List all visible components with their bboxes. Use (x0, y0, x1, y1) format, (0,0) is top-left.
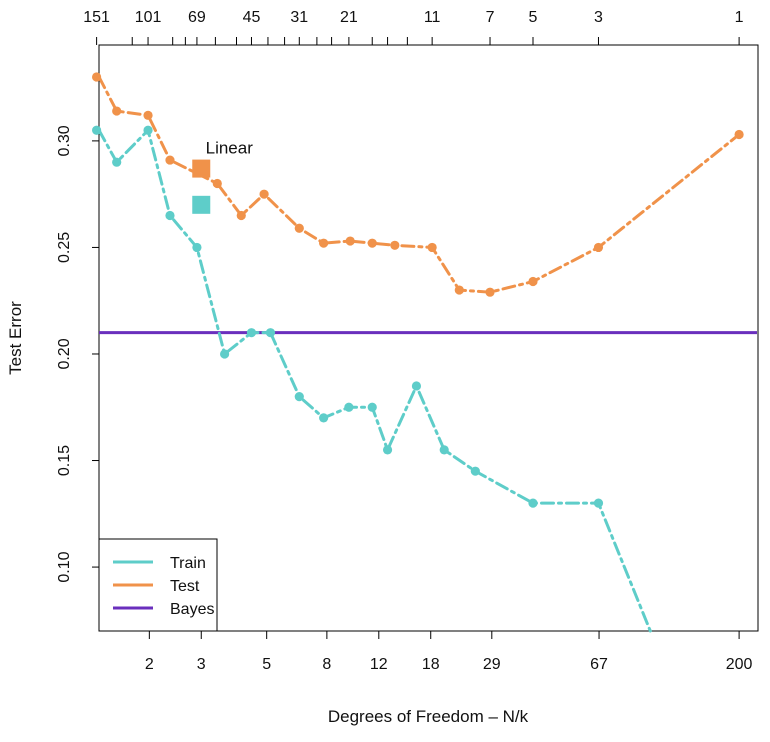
test-point (319, 238, 329, 248)
y-tick-label: 0.15 (56, 445, 73, 476)
linear-test-marker (192, 159, 211, 178)
train-point (528, 498, 538, 508)
train-point (411, 381, 422, 391)
train-point (319, 413, 329, 423)
top-tick-label: 3 (594, 9, 603, 26)
top-tick-label: 69 (188, 9, 206, 26)
train-point (220, 349, 230, 359)
train-point (112, 157, 122, 167)
test-point (345, 236, 355, 246)
test-point (165, 155, 175, 165)
x-tick-label: 200 (726, 656, 753, 673)
test-point (212, 178, 222, 189)
x-tick-label: 67 (590, 656, 608, 673)
train-point (294, 392, 304, 402)
legend: Train Test Bayes (98, 538, 218, 632)
y-tick-label: 0.10 (56, 551, 73, 582)
top-axis: 151 101 69 45 31 21 11 7 5 3 1 (83, 9, 744, 45)
test-point (294, 223, 304, 233)
bottom-axis: 2 3 5 8 12 18 29 67 200 (145, 631, 753, 673)
top-tick-label: 7 (486, 9, 495, 26)
top-tick-label: 11 (424, 9, 441, 26)
test-point (734, 129, 744, 140)
linear-train-marker (192, 195, 211, 214)
train-point (344, 402, 354, 412)
train-point (439, 445, 449, 455)
train-point (92, 125, 102, 135)
test-point (454, 285, 464, 295)
train-point (143, 125, 153, 135)
test-point (427, 242, 437, 253)
train-point (246, 328, 257, 338)
left-axis: 0.10 0.15 0.20 0.25 0.30 (56, 125, 99, 583)
test-point (112, 106, 122, 116)
test-point (593, 242, 604, 253)
plot-frame (98, 44, 759, 632)
x-tick-label: 18 (422, 656, 440, 673)
x-tick-label: 2 (145, 656, 154, 673)
x-tick-label: 3 (197, 656, 206, 673)
x-tick-label: 5 (262, 656, 271, 673)
x-tick-label: 8 (322, 656, 331, 673)
train-point (192, 242, 202, 253)
test-point (143, 110, 153, 120)
y-tick-label: 0.30 (56, 125, 73, 156)
train-point (165, 210, 175, 221)
test-point (367, 238, 377, 248)
top-tick-label: 21 (340, 9, 358, 26)
test-point (92, 72, 102, 82)
train-point (265, 328, 276, 338)
y-tick-label: 0.20 (56, 338, 73, 369)
linear-annotation: Linear (206, 138, 254, 157)
train-point (382, 445, 393, 455)
x-tick-label: 29 (483, 656, 501, 673)
series-layer (92, 72, 744, 633)
legend-bayes-label: Bayes (170, 601, 214, 618)
test-point (390, 240, 400, 250)
y-axis-title: Test Error (6, 301, 25, 375)
top-tick-label: 151 (83, 9, 110, 26)
train-point (367, 402, 377, 412)
test-point (236, 210, 246, 221)
y-tick-label: 0.25 (56, 232, 73, 263)
test-point (485, 287, 495, 297)
x-tick-label: 12 (370, 656, 388, 673)
train-point (470, 466, 480, 476)
test-series-line (97, 75, 741, 294)
test-point (528, 276, 538, 287)
top-tick-label: 1 (735, 9, 744, 26)
x-axis-title: Degrees of Freedom – N/k (328, 707, 529, 726)
legend-train-label: Train (170, 555, 206, 572)
legend-test-label: Test (170, 578, 200, 595)
linear-layer (192, 159, 211, 214)
top-tick-label: 5 (529, 9, 538, 26)
test-point (259, 189, 269, 199)
top-tick-label: 45 (243, 9, 261, 26)
train-point (593, 498, 604, 508)
top-tick-label: 31 (290, 9, 308, 26)
top-tick-label: 101 (135, 9, 162, 26)
